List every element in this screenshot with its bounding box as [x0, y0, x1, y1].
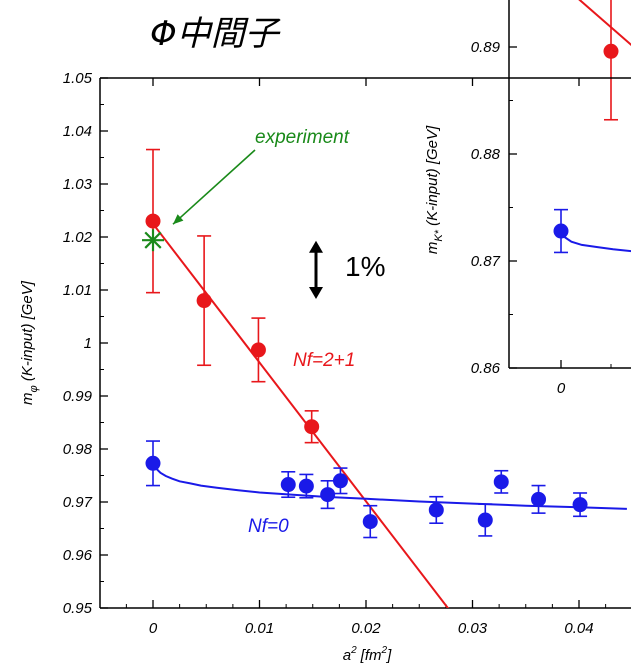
- inset-y-tick-label: 0.89: [471, 39, 501, 56]
- y-tick-label: 1.04: [63, 123, 92, 140]
- inset-point-red: [603, 43, 619, 59]
- y-tick-label: 0.95: [63, 600, 93, 617]
- main-tick-labels: 0.95 0.96 0.97 0.98 0.99 1 1.01 1.02 1.03 1.04 1.0…: [63, 70, 594, 637]
- inset-y-tick-label: 0.88: [471, 146, 501, 163]
- y-tick-label: 0.98: [63, 441, 93, 458]
- point-nf21: [196, 293, 212, 309]
- scale-arrowhead-up: [309, 240, 323, 253]
- scale-arrowhead-down: [309, 287, 323, 300]
- inset-y-axis-title: mK* (K-input) [GeV]: [424, 125, 445, 254]
- main-fit-lines: [152, 223, 627, 608]
- main-data-points: [145, 148, 588, 539]
- inset-y-tick-label: 0.87: [471, 253, 501, 270]
- inset-x-tick-label: 0: [557, 380, 566, 397]
- point-nf0: [531, 491, 547, 507]
- scale-indicator: [309, 240, 323, 300]
- x-tick-label: 0.01: [245, 620, 274, 637]
- experiment-marker-group: [142, 149, 256, 252]
- experiment-label: experiment: [255, 127, 350, 148]
- inset-tick-group: [509, 46, 612, 369]
- experiment-arrow: [172, 149, 256, 225]
- scale-indicator-label: 1%: [345, 251, 385, 282]
- point-nf0: [145, 455, 161, 471]
- point-nf0: [428, 502, 444, 518]
- y-tick-label: 0.96: [63, 547, 93, 564]
- main-chart: 0.95 0.96 0.97 0.98 0.99 1 1.01 1.02 1.03 1.04 1.0…: [19, 70, 631, 664]
- point-nf0: [477, 512, 493, 528]
- point-nf0: [572, 497, 588, 513]
- y-tick-label: 1: [84, 335, 92, 352]
- inset-data-points: [553, 0, 619, 254]
- inset-fit-lines: [560, 0, 631, 253]
- series-label-nf21: Nf=2+1: [293, 350, 355, 371]
- point-nf0: [280, 477, 296, 493]
- point-nf0: [298, 478, 314, 494]
- x-tick-label: 0.02: [351, 620, 381, 637]
- inset-point-blue: [553, 223, 569, 239]
- inset-fit-curve-blue: [560, 230, 631, 253]
- fit-line-nf21: [152, 223, 450, 608]
- point-nf0: [493, 474, 509, 490]
- y-tick-label: 0.97: [63, 494, 93, 511]
- x-tick-label: 0.04: [564, 620, 593, 637]
- main-title: Φ中間子: [150, 14, 281, 54]
- point-nf0: [362, 514, 378, 530]
- main-y-axis-title: mφ (K-input) [GeV]: [19, 280, 40, 405]
- y-tick-label: 1.03: [63, 176, 93, 193]
- point-nf21: [304, 419, 320, 435]
- point-nf21: [250, 342, 266, 358]
- y-tick-label: 1.01: [63, 282, 92, 299]
- x-tick-label: 0: [149, 620, 158, 637]
- inset-chart: 0.86 0.87 0.88 0.89 0 mK* (K-input) [GeV]: [424, 0, 631, 397]
- experiment-asterisk-stroke: [144, 231, 162, 249]
- experiment-arrowhead: [173, 214, 184, 225]
- fit-curve-nf0: [152, 462, 627, 510]
- point-nf0: [320, 487, 336, 503]
- point-nf0: [332, 473, 348, 489]
- inset-tick-labels: 0.86 0.87 0.88 0.89 0: [471, 39, 566, 397]
- y-tick-label: 0.99: [63, 388, 93, 405]
- x-tick-label: 0.03: [458, 620, 488, 637]
- point-nf21: [145, 213, 161, 229]
- main-x-axis-title: a2 [fm2]: [343, 645, 392, 664]
- y-tick-label: 1.02: [63, 229, 93, 246]
- series-label-nf0: Nf=0: [248, 516, 289, 537]
- inset-fit-line-red: [578, 0, 631, 46]
- inset-y-tick-label: 0.86: [471, 360, 501, 377]
- y-tick-label: 1.05: [63, 70, 93, 87]
